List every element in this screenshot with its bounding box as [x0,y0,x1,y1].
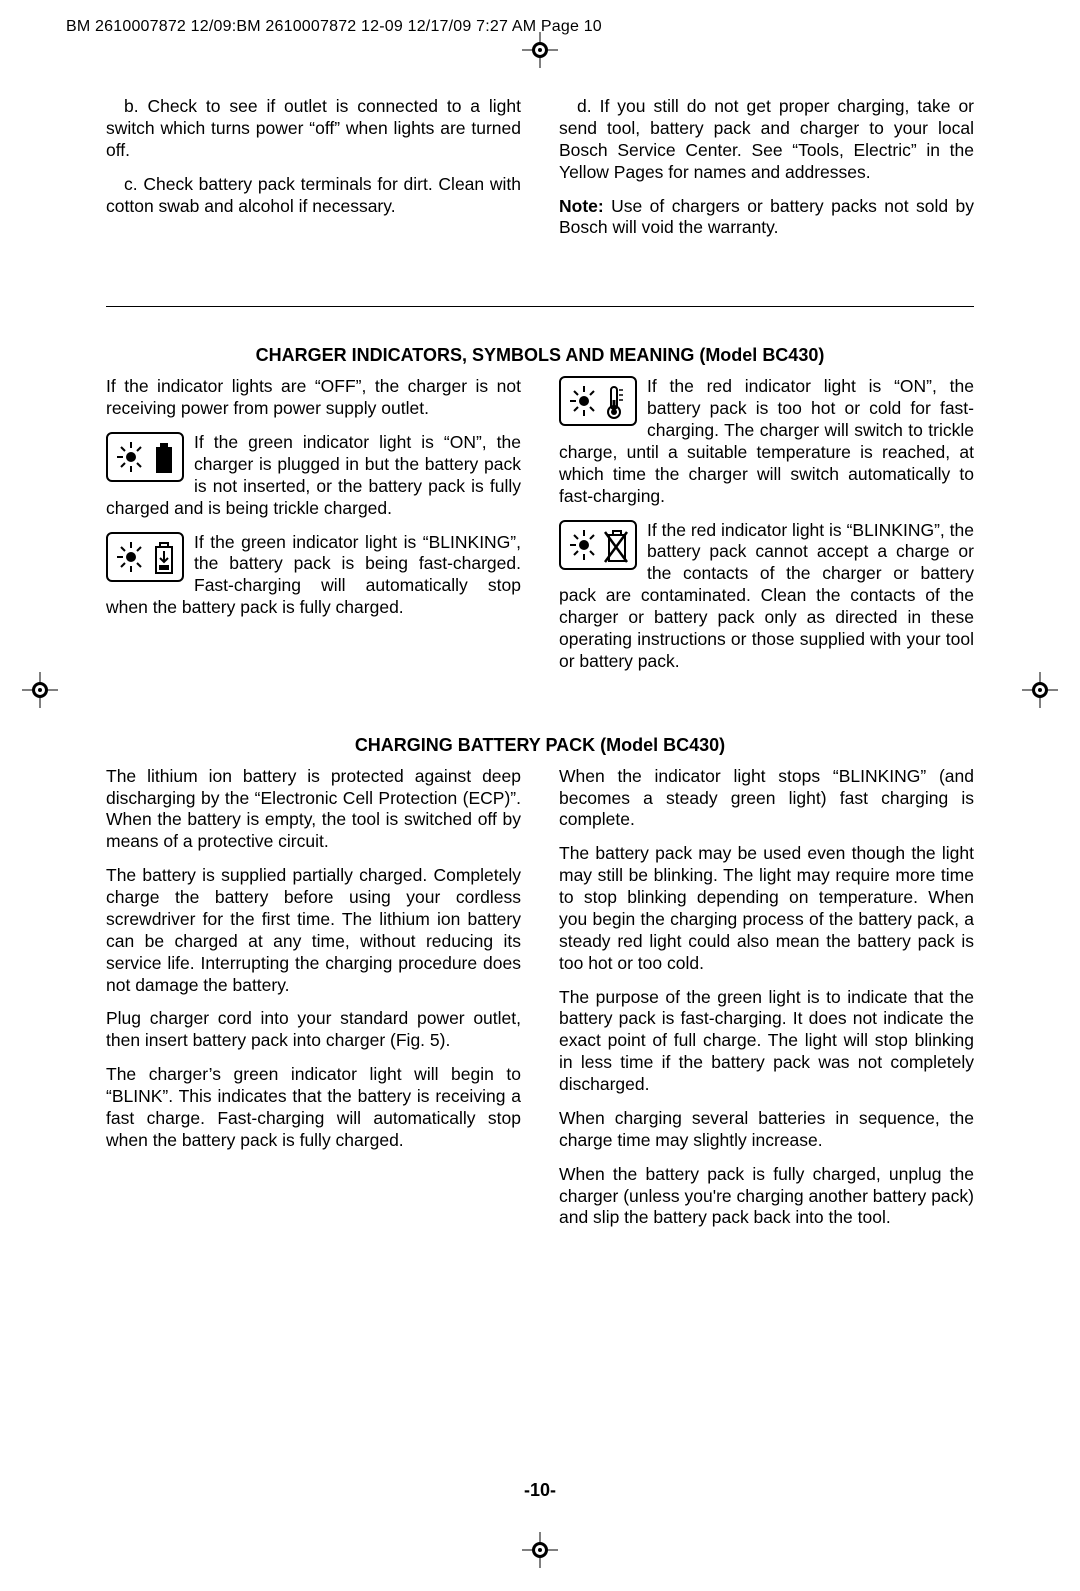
para-green-blink: If the green indicator light is “BLINKIN… [106,532,521,620]
section-troubleshooting: b. Check to see if outlet is connected t… [106,96,974,251]
col-right: If the red indicator light is “ON”, the … [559,376,974,684]
para-ecp: The lithium ion battery is protected aga… [106,766,521,854]
para-plug: Plug charger cord into your standard pow… [106,1008,521,1052]
col-left: b. Check to see if outlet is connected t… [106,96,521,251]
icon-light-battery-crossed [559,520,637,570]
divider [106,306,974,307]
page-number: -10- [524,1480,556,1501]
page-content: b. Check to see if outlet is connected t… [106,96,974,1241]
section-indicators: If the indicator lights are “OFF”, the c… [106,376,974,684]
crop-mark-top [522,32,558,73]
para-c: c. Check battery pack terminals for dirt… [106,174,521,218]
col-right: When the indicator light stops “BLINKING… [559,766,974,1242]
para-may-use: The battery pack may be used even though… [559,843,974,974]
para-b: b. Check to see if outlet is connected t… [106,96,521,162]
icon-light-battery-charging [106,532,184,582]
icon-light-battery-solid [106,432,184,482]
para-d: d. If you still do not get proper chargi… [559,96,974,184]
col-left: The lithium ion battery is protected aga… [106,766,521,1242]
section-charging: The lithium ion battery is protected aga… [106,766,974,1242]
col-right: d. If you still do not get proper chargi… [559,96,974,251]
para-red-on: If the red indicator light is “ON”, the … [559,376,974,507]
para-unplug: When the battery pack is fully charged, … [559,1164,974,1230]
crop-mark-bottom [522,1532,558,1573]
crop-mark-left [22,672,58,713]
crop-mark-right [1022,672,1058,713]
heading-charging: CHARGING BATTERY PACK (Model BC430) [106,735,974,756]
col-left: If the indicator lights are “OFF”, the c… [106,376,521,684]
para-note: Note: Use of chargers or battery packs n… [559,196,974,240]
para-green-on: If the green indicator light is “ON”, th… [106,432,521,520]
para-red-blink: If the red indicator light is “BLINKING”… [559,520,974,673]
heading-indicators: CHARGER INDICATORS, SYMBOLS AND MEANING … [106,345,974,366]
para-green-purpose: The purpose of the green light is to ind… [559,987,974,1096]
para-sequence: When charging several batteries in seque… [559,1108,974,1152]
para-off: If the indicator lights are “OFF”, the c… [106,376,521,420]
para-blink: The charger’s green indicator light will… [106,1064,521,1152]
para-partial: The battery is supplied partially charge… [106,865,521,996]
para-stop-blink: When the indicator light stops “BLINKING… [559,766,974,832]
icon-light-thermometer [559,376,637,426]
